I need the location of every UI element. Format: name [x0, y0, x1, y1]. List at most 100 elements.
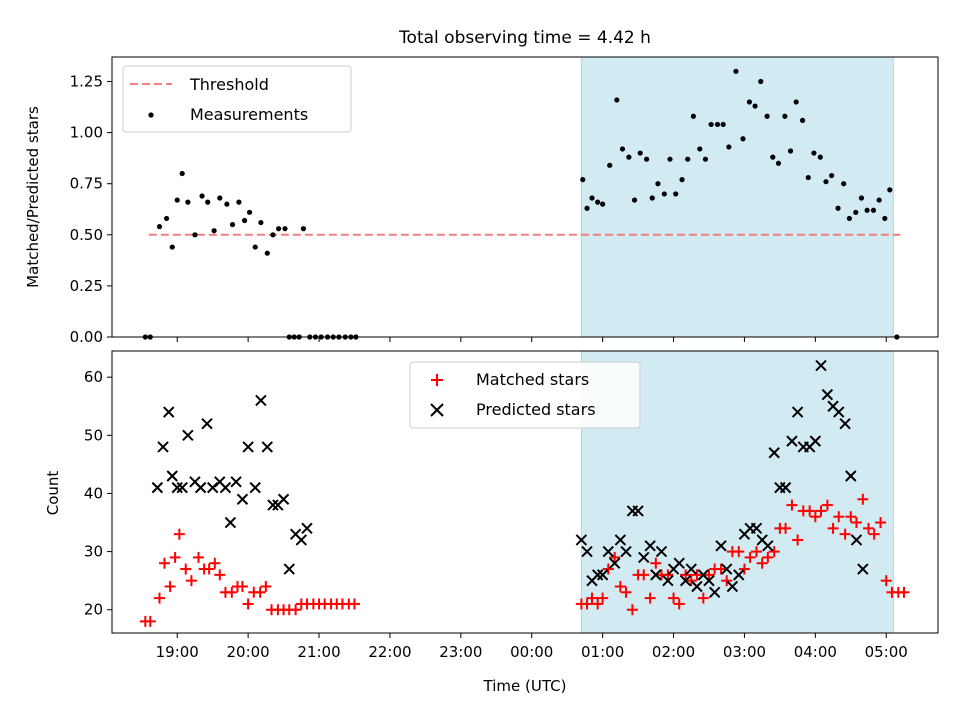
- matched-star-point: [290, 604, 302, 616]
- predicted-star-point: [608, 557, 621, 569]
- matched-star-point: [638, 569, 650, 581]
- matched-star-point: [158, 557, 170, 569]
- measurement-point: [276, 226, 282, 232]
- measurement-point: [685, 156, 691, 162]
- measurement-point: [199, 193, 205, 199]
- x-tick-label: 23:00: [439, 643, 482, 661]
- measurement-point: [679, 177, 685, 183]
- matched-star-point: [898, 586, 910, 598]
- measurement-point: [270, 232, 276, 238]
- measurement-point: [690, 113, 696, 119]
- measurement-point: [787, 148, 794, 154]
- matched-star-point: [609, 551, 621, 563]
- matched-star-point: [226, 586, 238, 598]
- matched-star-point: [827, 522, 839, 534]
- predicted-star-point: [581, 545, 593, 558]
- measurement-point: [882, 215, 888, 222]
- matched-star-point: [154, 592, 166, 604]
- matched-star-point: [597, 592, 609, 604]
- predicted-star-point: [821, 388, 834, 401]
- y-tick-label: 0.25: [70, 277, 103, 295]
- matched-star-point: [815, 505, 827, 517]
- predicted-star-point: [632, 505, 644, 517]
- predicted-stars-points: [151, 359, 869, 599]
- matched-star-point: [214, 569, 226, 581]
- predicted-star-point: [786, 435, 798, 447]
- measurement-point: [607, 162, 613, 168]
- matched-star-point: [697, 592, 709, 604]
- legend-measurement-swatch: [148, 112, 154, 118]
- matched-star-point: [592, 598, 604, 610]
- measurement-point: [649, 195, 655, 201]
- matched-star-point: [845, 511, 857, 523]
- predicted-star-point: [151, 481, 164, 494]
- x-tick-label: 20:00: [227, 643, 270, 661]
- measurement-point: [619, 146, 626, 152]
- legend-matched-swatch: [431, 374, 443, 386]
- measurement-point: [580, 177, 586, 183]
- measurement-point: [246, 209, 253, 215]
- predicted-star-point: [726, 580, 739, 593]
- ratio-shaded-span: [580, 56, 894, 338]
- matched-star-point: [185, 575, 197, 587]
- measurement-point: [782, 113, 788, 119]
- ratio-y-ticks: 0.00 0.25 0.50 0.75 1.00 1.25: [70, 73, 112, 346]
- ratio-panel: 0.00 0.25 0.50 0.75 1.00 1.25 Matched/Predict…: [24, 56, 939, 346]
- measurement-point: [887, 187, 893, 193]
- predicted-star-point: [182, 429, 194, 442]
- matched-star-point: [821, 499, 833, 511]
- measurement-point: [156, 224, 163, 230]
- predicted-star-point: [249, 481, 261, 494]
- measurement-point: [163, 215, 170, 222]
- y-tick-label: 0.50: [70, 226, 103, 244]
- predicted-star-point: [839, 417, 851, 430]
- matched-star-point: [703, 569, 715, 581]
- measurement-point: [714, 121, 721, 128]
- measurement-point: [708, 121, 714, 128]
- measurement-point: [846, 215, 852, 222]
- count-panel: 20 30 40 50 60 19:00 20:00 21:00 22:00 23:00 00:0…: [44, 350, 939, 695]
- count-x-ticks: 19:00 20:00 21:00 22:00 23:00 00:00 01:00 02:00…: [156, 633, 908, 661]
- measurement-point: [229, 221, 236, 228]
- matched-star-point: [254, 586, 266, 598]
- predicted-star-point: [301, 522, 313, 535]
- ratio-x-ticks: [176, 337, 887, 342]
- matched-star-point: [164, 580, 176, 592]
- matched-star-point: [644, 592, 656, 604]
- matched-star-point: [260, 580, 272, 592]
- measurement-point: [258, 219, 264, 226]
- measurement-point: [224, 201, 230, 207]
- x-tick-label: 21:00: [297, 643, 340, 661]
- measurement-point: [823, 179, 829, 185]
- y-tick-label: 60: [84, 368, 103, 386]
- predicted-star-point: [602, 545, 615, 558]
- measurement-point: [858, 195, 865, 201]
- matched-star-point: [242, 598, 254, 610]
- measurement-point: [835, 205, 841, 211]
- measurement-point: [758, 78, 764, 85]
- predicted-star-point: [201, 417, 213, 430]
- predicted-star-point: [673, 557, 685, 569]
- predicted-star-point: [157, 441, 169, 453]
- y-tick-label: 0.00: [70, 328, 103, 346]
- predicted-star-point: [662, 574, 674, 587]
- predicted-star-point: [762, 540, 774, 552]
- measurement-point: [600, 201, 606, 207]
- measurement-points: [142, 68, 900, 340]
- measurement-point: [864, 207, 870, 213]
- measurement-point: [817, 154, 823, 160]
- matched-star-point: [850, 517, 862, 529]
- matched-star-point: [738, 563, 750, 575]
- ratio-legend: Threshold Measurements: [122, 65, 352, 133]
- measurement-point: [799, 117, 806, 123]
- predicted-star-point: [655, 545, 668, 558]
- predicted-star-point: [779, 481, 792, 494]
- matched-star-point: [833, 511, 845, 523]
- predicted-star-point: [277, 493, 290, 505]
- matched-star-point: [662, 569, 674, 581]
- measurement-point: [667, 156, 673, 162]
- predicted-star-point: [679, 574, 692, 587]
- measurement-point: [637, 150, 643, 156]
- measurement-point: [179, 170, 185, 177]
